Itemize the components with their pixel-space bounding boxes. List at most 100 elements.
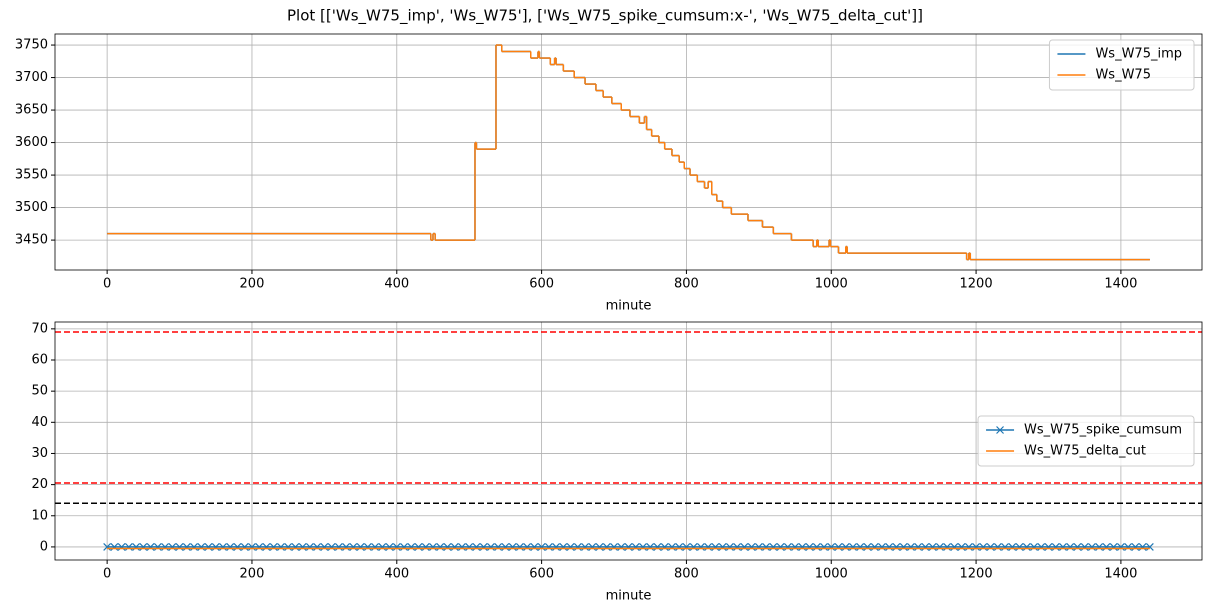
marker — [899, 542, 908, 551]
marker — [906, 542, 915, 551]
marker — [1145, 542, 1154, 551]
marker — [928, 542, 937, 551]
legend-frame — [1048, 39, 1195, 91]
x-tick-label: 1000 — [815, 567, 848, 582]
marker — [1124, 542, 1133, 551]
plot-area — [55, 34, 1202, 270]
legend-label: Ws_W75_spike_cumsum — [1024, 423, 1182, 438]
marker — [523, 542, 532, 551]
y-tick-label: 0 — [40, 539, 48, 554]
axes-frame — [54, 321, 1203, 561]
marker — [624, 542, 633, 551]
marker — [124, 542, 133, 551]
marker — [740, 542, 749, 551]
marker — [139, 542, 148, 551]
marker — [675, 542, 684, 551]
marker — [146, 542, 155, 551]
marker — [153, 542, 162, 551]
marker — [320, 542, 329, 551]
marker — [689, 542, 698, 551]
x-tick-label: 1200 — [960, 277, 993, 292]
marker — [972, 542, 981, 551]
marker — [696, 542, 705, 551]
marker — [443, 542, 452, 551]
marker — [1080, 542, 1089, 551]
marker — [776, 542, 785, 551]
axes-frame — [54, 33, 1203, 271]
marker — [248, 542, 256, 551]
marker — [935, 542, 944, 551]
x-tick-label: 400 — [384, 567, 409, 582]
y-tick-label: 3600 — [15, 135, 48, 150]
marker — [465, 542, 474, 551]
marker — [682, 542, 691, 551]
marker — [1088, 542, 1096, 551]
marker — [552, 542, 561, 551]
marker — [356, 542, 365, 551]
marker — [327, 542, 336, 551]
marker — [1138, 542, 1147, 551]
x-tick-label: 600 — [529, 567, 554, 582]
marker — [175, 542, 184, 551]
marker — [392, 542, 401, 551]
marker — [349, 542, 358, 551]
marker — [291, 542, 300, 551]
marker — [414, 542, 423, 551]
marker — [993, 542, 1002, 551]
marker — [834, 542, 843, 551]
marker — [486, 542, 495, 551]
marker — [1044, 542, 1053, 551]
marker — [733, 542, 742, 551]
marker — [769, 542, 778, 551]
marker — [820, 542, 828, 551]
legend: Ws_W75_imp Ws_W75 — [1048, 39, 1195, 91]
marker — [610, 542, 618, 551]
marker — [863, 542, 872, 551]
marker — [385, 542, 394, 551]
marker — [1131, 542, 1140, 551]
marker — [617, 542, 626, 551]
y-tick-label: 10 — [31, 508, 48, 523]
y-tick-label: 3450 — [15, 233, 48, 248]
marker — [841, 542, 850, 551]
marker — [334, 542, 343, 551]
x-tick-label: 0 — [103, 277, 111, 292]
marker — [429, 542, 437, 551]
marker — [595, 542, 604, 551]
marker — [110, 542, 119, 551]
marker — [342, 542, 351, 551]
marker — [233, 542, 242, 551]
marker — [269, 542, 278, 551]
x-axis-label: minute — [606, 299, 652, 314]
marker — [798, 542, 807, 551]
marker — [472, 542, 481, 551]
marker — [117, 542, 126, 551]
x-tick-label: 600 — [529, 277, 554, 292]
marker — [747, 542, 756, 551]
marker — [646, 542, 655, 551]
marker — [436, 542, 445, 551]
marker — [313, 542, 322, 551]
marker — [450, 542, 459, 551]
marker — [1109, 542, 1118, 551]
y-tick-label: 50 — [31, 384, 48, 399]
marker — [762, 542, 771, 551]
y-tick-label: 3550 — [15, 168, 48, 183]
x-tick-label: 200 — [240, 567, 265, 582]
marker — [363, 542, 372, 551]
marker — [378, 542, 387, 551]
marker — [870, 542, 879, 551]
axes: 0 200 400 600 800 1000 1200 1400 0 10 20 30 40 50 60 70… — [31, 321, 1203, 604]
marker — [421, 542, 430, 551]
marker — [979, 542, 988, 551]
marker — [588, 542, 597, 551]
marker — [1116, 542, 1125, 551]
marker — [827, 542, 836, 551]
y-tick-label: 3650 — [15, 103, 48, 118]
x-axis-label: minute — [606, 589, 652, 604]
marker — [501, 542, 510, 551]
marker — [1015, 542, 1024, 551]
marker — [950, 542, 959, 551]
marker — [168, 542, 177, 551]
marker — [754, 542, 763, 551]
